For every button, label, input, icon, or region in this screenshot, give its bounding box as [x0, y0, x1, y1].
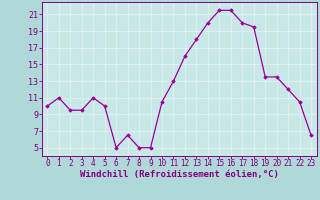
- X-axis label: Windchill (Refroidissement éolien,°C): Windchill (Refroidissement éolien,°C): [80, 170, 279, 179]
